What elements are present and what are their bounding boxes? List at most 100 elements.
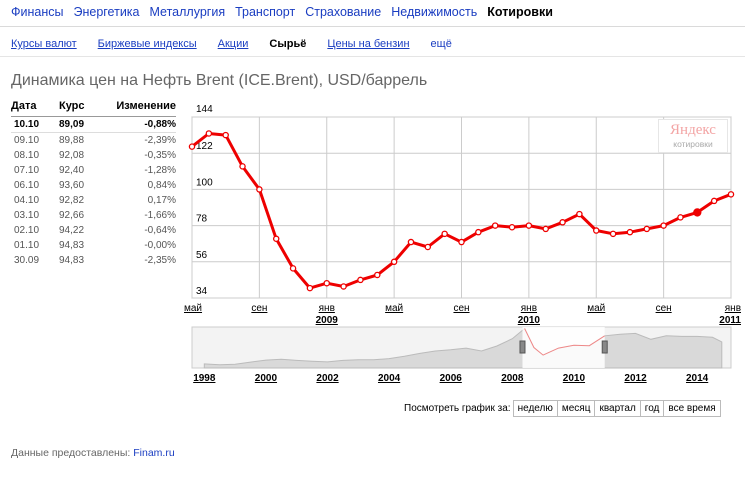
- quote-change: -1,28%: [144, 165, 176, 176]
- period-button-1[interactable]: месяц: [556, 400, 596, 417]
- quote-change: -2,35%: [144, 255, 176, 266]
- col-rate: Курс: [59, 100, 103, 117]
- data-point[interactable]: [256, 186, 263, 193]
- quote-date: 01.10: [14, 240, 40, 251]
- logo-subtext: котировки: [673, 139, 713, 149]
- overview-year-label: 2006: [440, 373, 463, 384]
- subnav-item-4[interactable]: Цены на бензин: [327, 38, 410, 50]
- data-point[interactable]: [340, 283, 347, 290]
- subnav-item-2[interactable]: Акции: [217, 38, 249, 50]
- data-point[interactable]: [424, 243, 432, 251]
- data-point[interactable]: [643, 225, 651, 233]
- yandex-logo: Яндекс котировки: [658, 119, 728, 153]
- quote-row: 04.10 92,82 0,17%: [11, 193, 176, 208]
- quote-change: 0,17%: [147, 195, 176, 206]
- top-nav: Финансы Энергетика Металлургия Транспорт Стр…: [11, 5, 563, 23]
- quote-rate: 93,60: [59, 180, 85, 191]
- overview-year-label: 2002: [316, 373, 339, 384]
- subnav-item-5[interactable]: ещё: [430, 38, 452, 50]
- y-tick-label: 56: [196, 250, 208, 261]
- quote-date: 02.10: [14, 225, 40, 236]
- data-point[interactable]: [390, 258, 398, 266]
- period-button-3[interactable]: год: [639, 400, 665, 417]
- period-button-4[interactable]: все время: [663, 400, 721, 417]
- quote-row: 06.10 93,60 0,84%: [11, 178, 176, 193]
- quote-date: 07.10: [14, 165, 40, 176]
- data-point[interactable]: [660, 222, 667, 229]
- data-point[interactable]: [609, 230, 617, 238]
- data-point[interactable]: [205, 130, 213, 137]
- nav-item-5[interactable]: Недвижимость: [391, 5, 478, 19]
- data-point[interactable]: [239, 163, 246, 170]
- overview-year-label: 2004: [378, 373, 401, 384]
- data-point[interactable]: [289, 265, 297, 272]
- nav-item-4[interactable]: Страхование: [305, 5, 382, 19]
- period-button-0[interactable]: неделю: [512, 400, 558, 417]
- data-point[interactable]: [693, 208, 702, 217]
- nav-item-2[interactable]: Металлургия: [149, 5, 226, 19]
- x-tick-label: сен: [656, 303, 672, 314]
- data-point[interactable]: [374, 271, 381, 279]
- subnav-item-0[interactable]: Курсы валют: [11, 38, 77, 50]
- data-point[interactable]: [593, 227, 600, 234]
- quote-date: 06.10: [14, 180, 40, 191]
- data-point[interactable]: [626, 228, 634, 236]
- nav-item-0[interactable]: Финансы: [11, 5, 64, 19]
- period-button-2[interactable]: квартал: [594, 400, 641, 417]
- quote-rate: 92,82: [59, 195, 85, 206]
- data-point[interactable]: [188, 143, 196, 150]
- finam-link[interactable]: Finam.ru: [133, 447, 175, 459]
- quote-row: 01.10 94,83 -0,00%: [11, 238, 176, 253]
- x-tick-label: янв: [521, 303, 537, 314]
- data-point[interactable]: [542, 225, 549, 233]
- data-point[interactable]: [525, 222, 533, 229]
- overview-year-label: 2014: [686, 373, 709, 384]
- data-point[interactable]: [323, 279, 330, 287]
- y-tick-label: 78: [196, 214, 208, 225]
- subnav-item-1[interactable]: Биржевые индексы: [97, 38, 197, 50]
- quote-date: 09.10: [14, 135, 40, 146]
- quote-row: 08.10 92,08 -0,35%: [11, 148, 176, 163]
- quote-row: 30.09 94,83 -2,35%: [11, 253, 176, 268]
- nav-item-1[interactable]: Энергетика: [73, 5, 140, 19]
- data-point[interactable]: [357, 276, 364, 284]
- overview-year-label: 2012: [624, 373, 647, 384]
- data-point[interactable]: [491, 222, 499, 229]
- data-point[interactable]: [306, 284, 314, 292]
- data-point[interactable]: [727, 191, 735, 198]
- x-tick-label: май: [587, 303, 605, 314]
- quote-change: -0,88%: [103, 116, 176, 133]
- subnav-item-3[interactable]: Сырьё: [269, 38, 307, 50]
- data-point[interactable]: [458, 238, 465, 246]
- period-label: Посмотреть график за:: [404, 403, 511, 414]
- overview-year-label: 2008: [501, 373, 524, 384]
- quotes-table: Дата Курс Изменение 10.10 89,09 -0,88% 09.1…: [11, 100, 176, 268]
- quote-change: 0,84%: [147, 180, 176, 191]
- data-point[interactable]: [272, 235, 280, 243]
- range-handle-right[interactable]: [601, 340, 608, 354]
- data-point[interactable]: [441, 230, 448, 238]
- quote-rate: 92,66: [59, 210, 85, 221]
- data-point[interactable]: [677, 214, 684, 221]
- x-year-label: 2009: [316, 315, 339, 326]
- data-point[interactable]: [475, 228, 482, 236]
- overview-selected-line: [524, 328, 605, 356]
- footer-text: Данные предоставлены:: [11, 447, 131, 459]
- range-handle-left[interactable]: [519, 340, 526, 354]
- quote-change: -0,35%: [144, 150, 176, 161]
- nav-item-6[interactable]: Котировки: [487, 5, 553, 19]
- data-point[interactable]: [576, 210, 583, 218]
- quote-row: 10.10 89,09 -0,88%: [11, 116, 176, 133]
- nav-item-3[interactable]: Транспорт: [235, 5, 296, 19]
- data-point[interactable]: [222, 131, 229, 139]
- quote-row: 07.10 92,40 -1,28%: [11, 163, 176, 178]
- quotes-header: Дата Курс Изменение: [11, 100, 176, 117]
- data-point[interactable]: [508, 223, 516, 231]
- overview-year-label: 2010: [563, 373, 586, 384]
- overview-year-label: 1998: [193, 373, 216, 384]
- data-point[interactable]: [407, 238, 415, 246]
- data-point[interactable]: [710, 197, 718, 205]
- quote-date: 30.09: [14, 255, 40, 266]
- data-point[interactable]: [559, 219, 566, 226]
